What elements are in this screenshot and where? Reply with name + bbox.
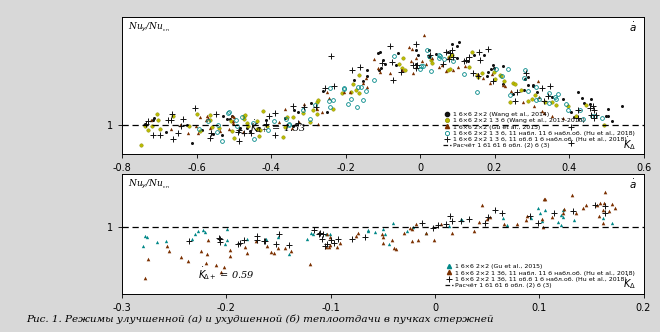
Text: $\dot{K}_{\!\Delta+}$ = 0.59: $\dot{K}_{\!\Delta+}$ = 0.59	[198, 265, 255, 282]
Legend: 1 6×6 2×2 (Gu et al., 2015), 1 6×6 2×2 1 3б, 11 набл. 11 б набл.об. (Hu et al., : 1 6×6 2×2 (Gu et al., 2015), 1 6×6 2×2 1…	[446, 264, 635, 288]
Text: $\dot{K}_{\!\Delta+}$ = 1.53: $\dot{K}_{\!\Delta+}$ = 1.53	[250, 118, 307, 135]
Legend: 1 6×6 2×2 (Wang et al., 2014), 1 6×6 2×2 1 3 б (Wang et al., 2013-2016), 1 6×6 2: 1 6×6 2×2 (Wang et al., 2014), 1 6×6 2×2…	[444, 112, 635, 148]
Text: $\dot{a}$: $\dot{a}$	[629, 21, 637, 34]
Text: Рис. 1. Режимы улучшенной (а) и ухудшенной (б) теплоотдачи в пучках стержней: Рис. 1. Режимы улучшенной (а) и ухудшенн…	[26, 314, 494, 324]
Text: $\dot{K}_\Delta$: $\dot{K}_\Delta$	[622, 135, 636, 152]
Text: $\dot{K}_\Delta$: $\dot{K}_\Delta$	[622, 275, 636, 291]
Text: Nu$_y$/Nu$_{_{\rm сп}}$: Nu$_y$/Nu$_{_{\rm сп}}$	[128, 21, 170, 34]
Text: Nu$_y$/Nu$_{_{\rm сп}}$: Nu$_y$/Nu$_{_{\rm сп}}$	[128, 178, 170, 191]
Text: $\dot{a}$: $\dot{a}$	[629, 178, 637, 191]
